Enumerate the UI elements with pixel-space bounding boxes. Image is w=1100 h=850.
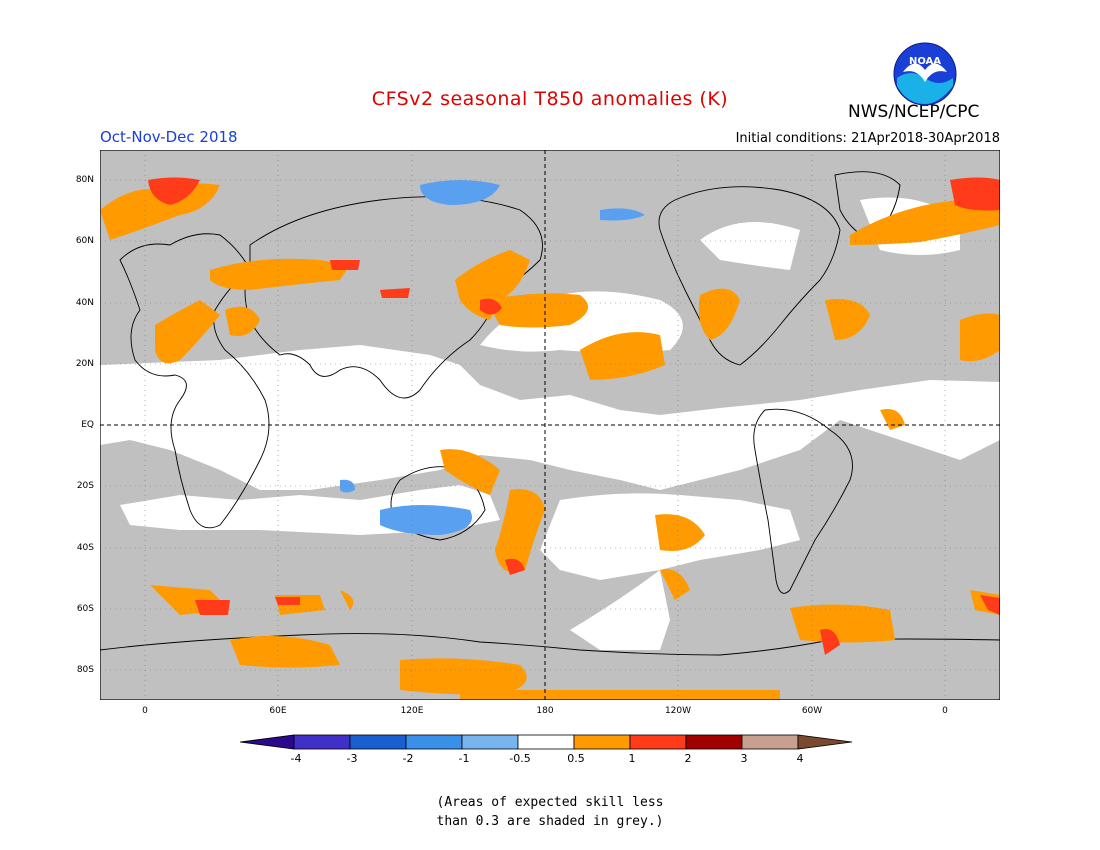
lon-label-180: 180 (536, 706, 554, 716)
colorbar-arrow-left (240, 734, 295, 750)
lat-label-80s: 80S (76, 665, 94, 675)
legend-label: 3 (740, 752, 748, 765)
lon-label-60w: 60W (801, 706, 823, 716)
lat-label-20n: 20N (75, 359, 94, 369)
colorbar-box (349, 734, 407, 750)
chart-title: CFSv2 seasonal T850 anomalies (K) (371, 88, 729, 110)
lat-label-40n: 40N (75, 298, 94, 308)
lat-label-40s: 40S (76, 543, 94, 553)
legend-label: -1 (458, 752, 470, 765)
noaa-logo-icon: NOAA (893, 42, 957, 106)
skill-note-line-1: (Areas of expected skill less (436, 795, 664, 810)
colorbar-box (461, 734, 519, 750)
anomaly-neg-0.5-1 (340, 180, 645, 535)
colorbar-arrow-right (797, 734, 853, 750)
colorbar-box (573, 734, 631, 750)
legend-label: 1 (628, 752, 636, 765)
lat-label-60n: 60N (75, 236, 94, 246)
legend-label: 4 (796, 752, 804, 765)
lon-label-0-east: 0 (942, 706, 948, 716)
legend-label: -2 (402, 752, 414, 765)
colorbar-box (517, 734, 575, 750)
legend-label: 2 (684, 752, 692, 765)
legend-label: -0.5 (509, 752, 531, 765)
lon-label-0-west: 0 (142, 706, 148, 716)
lat-label-20s: 20S (76, 481, 94, 491)
colorbar-box (405, 734, 463, 750)
map-grid (100, 150, 1000, 700)
logo-text: NOAA (909, 56, 941, 67)
lon-label-60e: 60E (269, 706, 287, 716)
lon-label-120e: 120E (400, 706, 424, 716)
legend-label: 0.5 (567, 752, 585, 765)
legend-label: -4 (290, 752, 302, 765)
colorbar-box (629, 734, 687, 750)
anomaly-map (100, 150, 1000, 700)
colorbar-box (685, 734, 743, 750)
season-label: Oct-Nov-Dec 2018 (100, 128, 238, 146)
colorbar-box (741, 734, 799, 750)
initial-conditions-label: Initial conditions: 21Apr2018-30Apr2018 (735, 131, 1000, 146)
colorbar (240, 734, 853, 750)
lat-label-80n: 80N (75, 175, 94, 185)
anomaly-1-2 (148, 177, 1000, 655)
skill-note-line-2: than 0.3 are shaded in grey.) (436, 814, 664, 829)
lat-label-60s: 60S (76, 604, 94, 614)
legend-label: -3 (346, 752, 358, 765)
skill-note: (Areas of expected skill less than 0.3 a… (0, 793, 1100, 831)
lat-label-eq: EQ (81, 420, 94, 430)
lon-label-120w: 120W (664, 706, 692, 716)
colorbar-box (293, 734, 351, 750)
organization-label: NWS/NCEP/CPC (848, 102, 980, 122)
